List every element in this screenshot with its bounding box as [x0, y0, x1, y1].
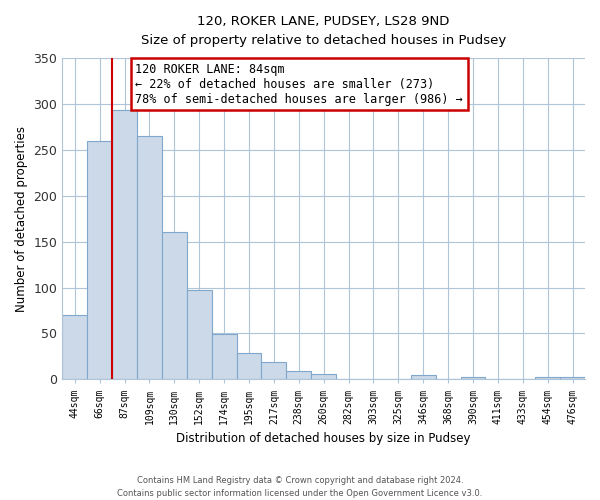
Text: Contains HM Land Registry data © Crown copyright and database right 2024.
Contai: Contains HM Land Registry data © Crown c…	[118, 476, 482, 498]
Bar	[411, 375, 436, 380]
Bar	[535, 376, 560, 380]
Bar	[62, 315, 87, 380]
Bar	[262, 362, 286, 380]
Bar	[236, 353, 262, 380]
Bar	[212, 334, 236, 380]
Title: 120, ROKER LANE, PUDSEY, LS28 9ND
Size of property relative to detached houses i: 120, ROKER LANE, PUDSEY, LS28 9ND Size o…	[141, 15, 506, 47]
Bar	[112, 110, 137, 380]
Bar	[286, 371, 311, 380]
Bar	[311, 374, 336, 380]
Bar	[137, 136, 162, 380]
Bar	[162, 232, 187, 380]
Bar	[187, 290, 212, 380]
Bar	[461, 376, 485, 380]
Bar	[560, 376, 585, 380]
X-axis label: Distribution of detached houses by size in Pudsey: Distribution of detached houses by size …	[176, 432, 471, 445]
Y-axis label: Number of detached properties: Number of detached properties	[15, 126, 28, 312]
Bar	[87, 140, 112, 380]
Text: 120 ROKER LANE: 84sqm
← 22% of detached houses are smaller (273)
78% of semi-det: 120 ROKER LANE: 84sqm ← 22% of detached …	[136, 62, 463, 106]
